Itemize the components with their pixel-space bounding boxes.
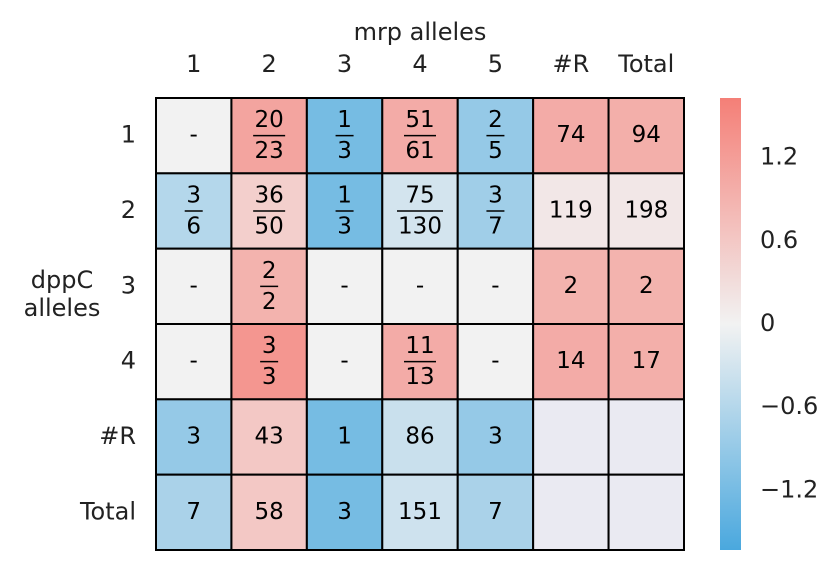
cell-numerator: 20	[255, 107, 284, 133]
cell	[607, 172, 685, 250]
cell-label: -	[491, 348, 499, 374]
colorbar-tick-label: −0.6	[760, 392, 818, 420]
y-axis-label: dppC	[31, 266, 93, 294]
cell-label: -	[491, 273, 499, 299]
x-tick-label: 4	[412, 50, 427, 78]
cell-label: 17	[632, 348, 661, 374]
empty-cell	[607, 473, 685, 551]
cell-denominator: 130	[398, 214, 442, 240]
empty-cell	[607, 398, 685, 476]
cell-denominator: 6	[186, 214, 201, 240]
cell-label: 119	[549, 198, 593, 224]
cell-label: 3	[488, 424, 503, 450]
cell-denominator: 50	[255, 214, 284, 240]
cell-label: 74	[556, 122, 585, 148]
cell	[607, 323, 685, 401]
cell-denominator: 5	[488, 138, 503, 164]
y-axis-label: alleles	[24, 294, 101, 322]
cell	[305, 323, 384, 401]
cell-denominator: 3	[337, 138, 352, 164]
cell	[532, 172, 610, 250]
cell-label: -	[340, 348, 348, 374]
x-tick-label: 1	[186, 50, 201, 78]
cell-denominator: 61	[405, 138, 434, 164]
cell-numerator: 1	[337, 183, 352, 209]
colorbar	[720, 98, 741, 550]
cell	[456, 473, 535, 551]
cell-numerator: 1	[337, 107, 352, 133]
cell-label: 43	[255, 424, 284, 450]
cell-label: 198	[624, 198, 668, 224]
cell-denominator: 2	[262, 289, 277, 315]
cell-label: 94	[632, 122, 661, 148]
cell	[456, 398, 535, 476]
x-tick-label: #R	[552, 50, 589, 78]
cell-label: -	[340, 273, 348, 299]
cell	[155, 247, 233, 326]
cell-label: -	[190, 122, 198, 148]
x-tick-label: 5	[488, 50, 503, 78]
cell-label: 86	[405, 424, 434, 450]
colorbar-tick-label: −1.2	[760, 475, 818, 503]
y-tick-label: 3	[121, 271, 136, 299]
y-tick-label: #R	[99, 422, 136, 450]
y-tick-label: 1	[121, 121, 136, 149]
cell-numerator: 3	[488, 183, 503, 209]
cell	[607, 97, 685, 175]
cell-denominator: 23	[255, 138, 284, 164]
cell-label: 3	[337, 499, 352, 525]
cell-label: 151	[398, 499, 442, 525]
cell	[607, 247, 685, 326]
y-tick-label: Total	[79, 497, 136, 525]
cell-label: -	[190, 348, 198, 374]
cell-label: 7	[186, 499, 201, 525]
cell-numerator: 36	[255, 183, 284, 209]
x-tick-label: Total	[617, 50, 674, 78]
empty-cell	[532, 398, 610, 476]
cell-label: 3	[186, 424, 201, 450]
cell	[381, 247, 459, 326]
x-tick-label: 3	[337, 50, 352, 78]
cell	[381, 398, 459, 476]
cell	[230, 473, 308, 551]
colorbar-tick-label: 0	[760, 309, 775, 337]
y-tick-label: 2	[121, 196, 136, 224]
cell-numerator: 2	[262, 258, 277, 284]
cell	[381, 473, 459, 551]
cell-label: -	[416, 273, 424, 299]
cell	[532, 97, 610, 175]
cell-denominator: 13	[405, 364, 434, 390]
y-tick-label: 4	[121, 347, 136, 375]
cell	[155, 97, 233, 175]
cell-numerator: 2	[488, 107, 503, 133]
cell	[532, 247, 610, 326]
x-tick-label: 2	[262, 50, 277, 78]
cell-label: 2	[639, 273, 654, 299]
colorbar-tick-label: 1.2	[760, 143, 798, 171]
cell-label: -	[190, 273, 198, 299]
cell-numerator: 51	[405, 107, 434, 133]
cell-denominator: 3	[262, 364, 277, 390]
cell-denominator: 3	[337, 214, 352, 240]
cell	[532, 323, 610, 401]
cell-numerator: 3	[186, 183, 201, 209]
cell-label: 58	[255, 499, 284, 525]
cell-numerator: 75	[405, 183, 434, 209]
colorbar-tick-label: 0.6	[760, 226, 798, 254]
cell-label: 14	[556, 348, 585, 374]
cell	[305, 473, 384, 551]
cell-numerator: 3	[262, 333, 277, 359]
cell-label: 7	[488, 499, 503, 525]
cell	[456, 323, 535, 401]
cell-label: 2	[564, 273, 579, 299]
chart-title: mrp alleles	[354, 18, 487, 46]
empty-cell	[532, 473, 610, 551]
cell-denominator: 7	[488, 214, 503, 240]
cell-numerator: 11	[405, 333, 434, 359]
cell-label: 1	[337, 424, 352, 450]
